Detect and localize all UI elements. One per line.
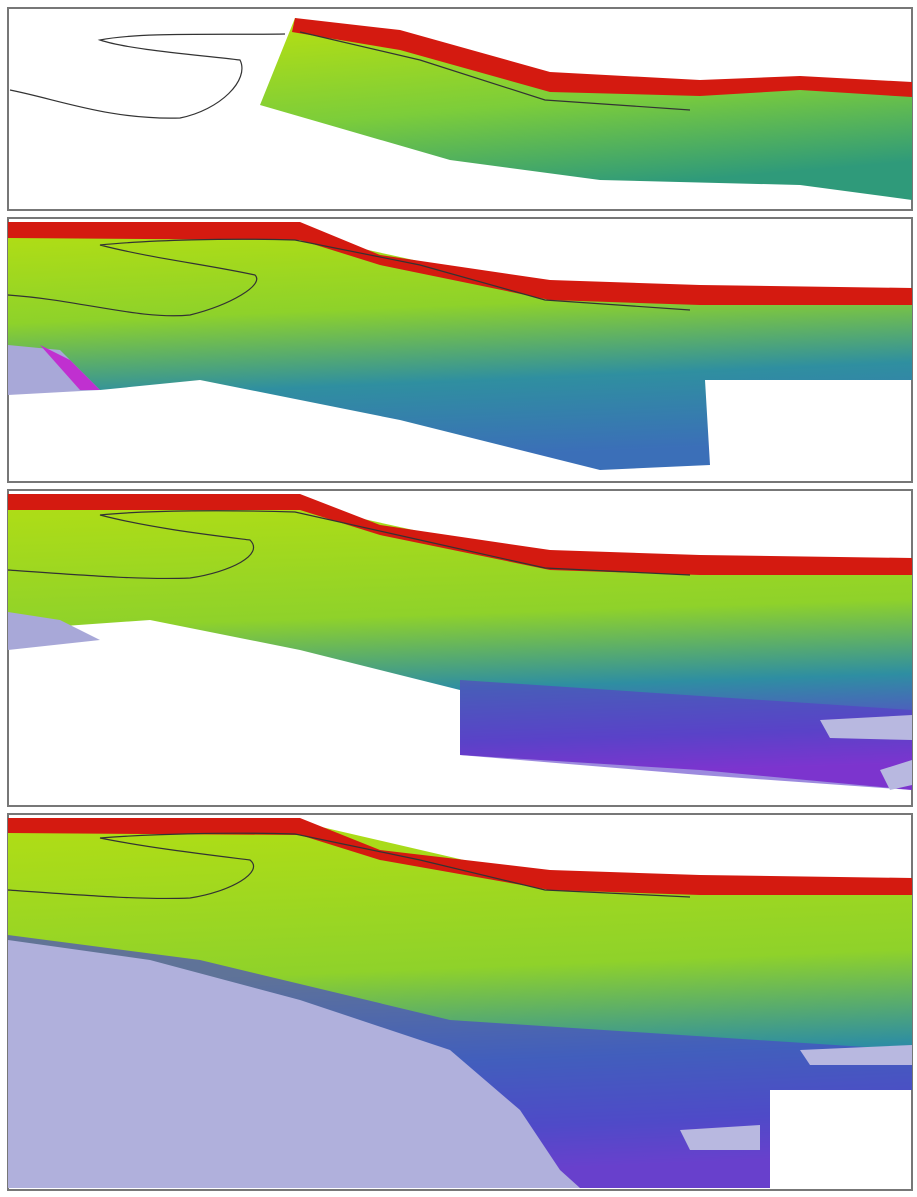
coastline [10, 34, 285, 118]
panel-1 [8, 8, 912, 210]
survey-figure [0, 0, 917, 1197]
panel-3 [8, 490, 912, 806]
panel-2 [8, 218, 912, 482]
panel-4 [8, 814, 912, 1190]
survey-swath [8, 222, 912, 470]
